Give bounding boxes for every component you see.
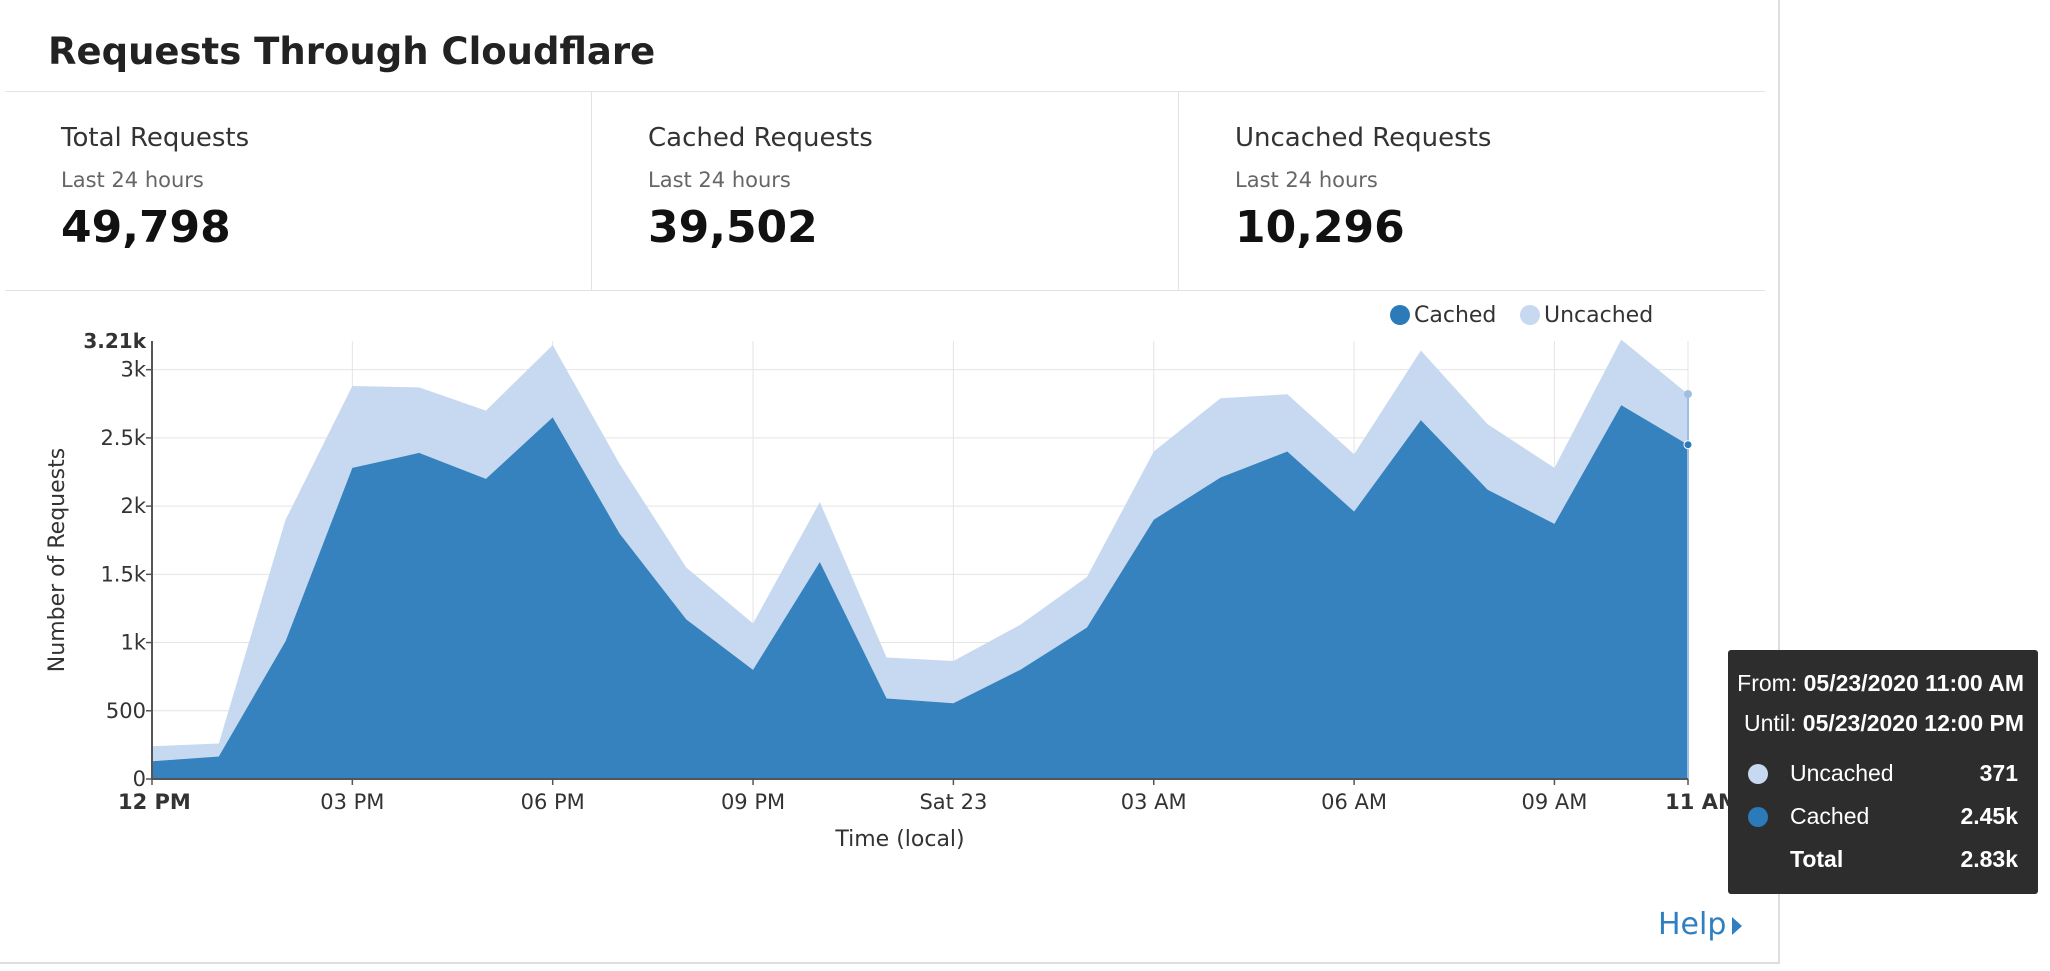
stat-value: 10,296 bbox=[1235, 202, 1405, 253]
x-tick-label: 03 AM bbox=[1121, 790, 1187, 814]
tooltip-row-name: Cached bbox=[1790, 803, 1870, 829]
tooltip-row-name: Uncached bbox=[1790, 760, 1894, 786]
cached-dot-icon bbox=[1748, 807, 1768, 827]
page-title: Requests Through Cloudflare bbox=[48, 30, 656, 73]
stat-label: Cached Requests bbox=[648, 123, 873, 153]
tooltip-row-total: Total 2.83k bbox=[1748, 846, 2018, 876]
help-label: Help bbox=[1658, 907, 1727, 942]
caret-right-icon bbox=[1732, 916, 1743, 935]
stats-row: Total Requests Last 24 hours 49,798 Cach… bbox=[5, 91, 1765, 291]
x-tick-label: 03 PM bbox=[320, 790, 384, 814]
stat-label: Total Requests bbox=[61, 123, 250, 153]
y-tick-label: 1.5k bbox=[100, 562, 146, 586]
tooltip-row-value: 2.45k bbox=[1960, 803, 2018, 829]
y-tick-label: 3k bbox=[120, 358, 146, 382]
y-tick-label: 2k bbox=[120, 494, 146, 518]
tooltip-from-label: From: bbox=[1737, 670, 1798, 696]
y-tick-label: 1k bbox=[120, 631, 146, 655]
hover-point-uncached bbox=[1684, 390, 1692, 399]
y-tick-label: 2.5k bbox=[100, 426, 146, 450]
y-axis-title: Number of Requests bbox=[45, 448, 70, 672]
requests-panel: Requests Through Cloudflare Total Reques… bbox=[0, 0, 1780, 964]
series-area-uncached bbox=[152, 339, 1688, 762]
tooltip-row-cached: Cached 2.45k bbox=[1748, 803, 2018, 833]
stat-cached-requests: Cached Requests Last 24 hours 39,502 bbox=[592, 92, 1179, 290]
x-tick-label: 12 PM bbox=[118, 790, 191, 814]
legend-cached-icon bbox=[1390, 305, 1410, 325]
uncached-dot-icon bbox=[1748, 764, 1768, 784]
tooltip-until: Until: 05/23/2020 12:00 PM bbox=[1744, 710, 2024, 737]
x-tick-label: 06 AM bbox=[1321, 790, 1387, 814]
y-tick-label: 500 bbox=[106, 699, 146, 723]
tooltip-until-value: 05/23/2020 12:00 PM bbox=[1802, 710, 2024, 736]
x-tick-label: 09 PM bbox=[721, 790, 785, 814]
tooltip-row-name: Total bbox=[1790, 846, 1844, 872]
tooltip-row-uncached: Uncached 371 bbox=[1748, 760, 2018, 790]
x-tick-label: 11 AM bbox=[1665, 790, 1739, 814]
tooltip-from: From: 05/23/2020 11:00 AM bbox=[1737, 670, 2024, 697]
legend-uncached-label: Uncached bbox=[1544, 303, 1653, 328]
y-max-label: 3.21k bbox=[83, 329, 146, 353]
requests-area-chart[interactable]: 0 500 1k 1.5k 2k 2.5k 3k 3.21k 12 PM 03 PM 06 PM 09… bbox=[0, 290, 1780, 870]
tooltip-row-value: 2.83k bbox=[1960, 846, 2018, 872]
x-tick-label: 09 AM bbox=[1521, 790, 1587, 814]
tooltip-until-label: Until: bbox=[1743, 710, 1797, 736]
legend-cached-label: Cached bbox=[1414, 303, 1496, 328]
x-axis-title: Time (local) bbox=[834, 827, 964, 852]
y-tick-label: 0 bbox=[133, 767, 146, 791]
stat-total-requests: Total Requests Last 24 hours 49,798 bbox=[5, 92, 592, 290]
stat-period: Last 24 hours bbox=[61, 168, 204, 192]
stat-label: Uncached Requests bbox=[1235, 123, 1492, 153]
stat-period: Last 24 hours bbox=[1235, 168, 1378, 192]
tooltip-from-value: 05/23/2020 11:00 AM bbox=[1803, 670, 2024, 696]
x-tick-label: 06 PM bbox=[521, 790, 585, 814]
series-area-cached bbox=[152, 405, 1688, 779]
tooltip-row-value: 371 bbox=[1979, 760, 2018, 786]
x-tick-label: Sat 23 bbox=[919, 790, 987, 814]
hover-point-cached bbox=[1683, 440, 1693, 450]
legend-uncached-icon bbox=[1520, 305, 1540, 325]
chart-tooltip: From: 05/23/2020 11:00 AM Until: 05/23/2… bbox=[1728, 650, 2038, 894]
stat-value: 39,502 bbox=[648, 202, 818, 253]
stat-uncached-requests: Uncached Requests Last 24 hours 10,296 bbox=[1179, 92, 1765, 290]
help-link[interactable]: Help bbox=[1658, 907, 1743, 942]
stat-period: Last 24 hours bbox=[648, 168, 791, 192]
stat-value: 49,798 bbox=[61, 202, 231, 253]
